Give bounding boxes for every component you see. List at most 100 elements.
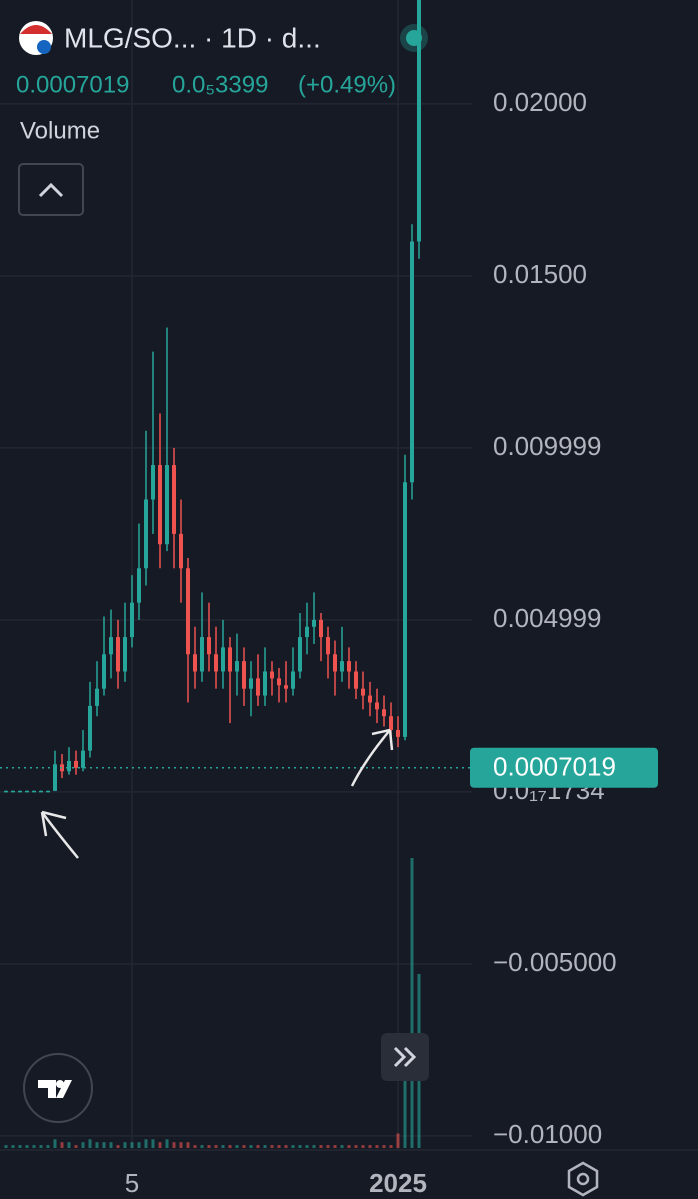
candle-body <box>137 568 141 603</box>
candle-body <box>11 790 15 793</box>
volume-bar <box>144 1139 148 1148</box>
volume-bar <box>179 1142 183 1148</box>
volume-bar <box>53 1139 57 1148</box>
volume-bar <box>46 1145 50 1148</box>
volume-bar <box>25 1145 29 1148</box>
candle-body <box>235 661 239 672</box>
x-tick-label: 5 <box>125 1168 139 1198</box>
y-tick-label: −0.005000 <box>493 947 617 977</box>
volume-bar <box>235 1145 239 1148</box>
volume-bar <box>389 1145 393 1148</box>
price-change: 0.0₅3399 <box>172 71 268 98</box>
candle-body <box>46 790 50 793</box>
symbol-title[interactable]: MLG/SO... · 1D · d... <box>64 22 321 53</box>
volume-bar <box>88 1139 92 1148</box>
tradingview-logo[interactable] <box>23 1053 93 1123</box>
candle-body <box>263 671 267 696</box>
volume-bar <box>158 1142 162 1148</box>
candle-body <box>207 637 211 655</box>
volume-bar <box>361 1145 365 1148</box>
volume-bar <box>200 1145 204 1148</box>
candle-body <box>74 760 78 768</box>
candle-body <box>151 465 155 500</box>
settings-icon <box>576 1172 590 1186</box>
candle-body <box>32 790 36 793</box>
volume-legend: Volume <box>20 117 100 144</box>
volume-bar <box>214 1145 218 1148</box>
candle-body <box>375 702 379 710</box>
candle-body <box>284 685 288 689</box>
candle-body <box>130 602 134 638</box>
volume-bar <box>137 1142 141 1148</box>
volume-bar <box>312 1145 316 1148</box>
candle-body <box>67 760 71 772</box>
candle-body <box>305 626 309 638</box>
volume-bar <box>263 1145 267 1148</box>
volume-bar <box>81 1142 85 1148</box>
candle-body <box>109 637 113 655</box>
last-price-tag <box>470 747 658 788</box>
volume-bar <box>382 1145 386 1148</box>
y-tick-label: 0.01500 <box>493 259 587 289</box>
candle-body <box>347 661 351 672</box>
candle-body <box>354 671 358 689</box>
collapse-icon <box>38 182 64 198</box>
candle-body <box>193 654 197 672</box>
candle-body <box>88 705 92 751</box>
candle-body <box>144 499 148 569</box>
candle-body <box>116 637 120 672</box>
volume-bar <box>256 1145 260 1148</box>
volume-bar <box>291 1145 295 1148</box>
settings-button[interactable] <box>567 1161 599 1197</box>
candle-body <box>18 790 22 793</box>
candle-body <box>158 465 162 545</box>
y-tick-label: −0.01000 <box>493 1119 602 1149</box>
candle-body <box>389 716 393 730</box>
volume-bar <box>228 1145 232 1148</box>
collapse-button[interactable] <box>18 163 84 216</box>
candle-body <box>242 661 246 689</box>
y-tick-label: 0.004999 <box>493 603 601 633</box>
volume-bar <box>242 1145 246 1148</box>
volume-bar <box>123 1142 127 1148</box>
volume-bar <box>270 1145 274 1148</box>
candle-body <box>102 654 106 689</box>
candle-body <box>81 750 85 768</box>
logo-badge <box>37 40 51 54</box>
volume-bar <box>95 1142 99 1148</box>
volume-bar <box>340 1145 344 1148</box>
candle-body <box>249 678 253 689</box>
candle-body <box>214 654 218 672</box>
candle-body <box>319 619 323 638</box>
volume-bar <box>305 1145 309 1148</box>
last-price: 0.0007019 <box>16 71 129 98</box>
volume-bar <box>165 1139 169 1148</box>
last-price-label: 0.0007019 <box>493 752 616 782</box>
volume-bar <box>396 1133 400 1148</box>
price-change-percent: (+0.49%) <box>298 71 396 98</box>
candle-body <box>368 695 372 703</box>
candle-body <box>291 671 295 689</box>
volume-bar <box>347 1145 351 1148</box>
annotation-arrow <box>40 810 79 859</box>
volume-bar <box>32 1145 36 1148</box>
candle-body <box>382 709 386 717</box>
candle-body <box>165 465 169 545</box>
logo-cap <box>20 25 52 34</box>
candle-body <box>4 790 8 793</box>
candle-body <box>361 688 365 696</box>
labels: 0.020000.015000.0099990.0049990.0₁₇1734−… <box>0 87 658 1198</box>
logo-dot <box>56 1080 64 1088</box>
volume-bar <box>67 1142 71 1148</box>
volume-bar <box>18 1145 22 1148</box>
candle-body <box>340 661 344 672</box>
candle-body <box>123 637 127 672</box>
grid <box>0 0 472 1150</box>
volume-bar <box>319 1145 323 1148</box>
candle-body <box>53 764 57 791</box>
volume-bar <box>277 1145 281 1148</box>
y-tick-label: 0.02000 <box>493 87 587 117</box>
volume-bar <box>74 1145 78 1148</box>
